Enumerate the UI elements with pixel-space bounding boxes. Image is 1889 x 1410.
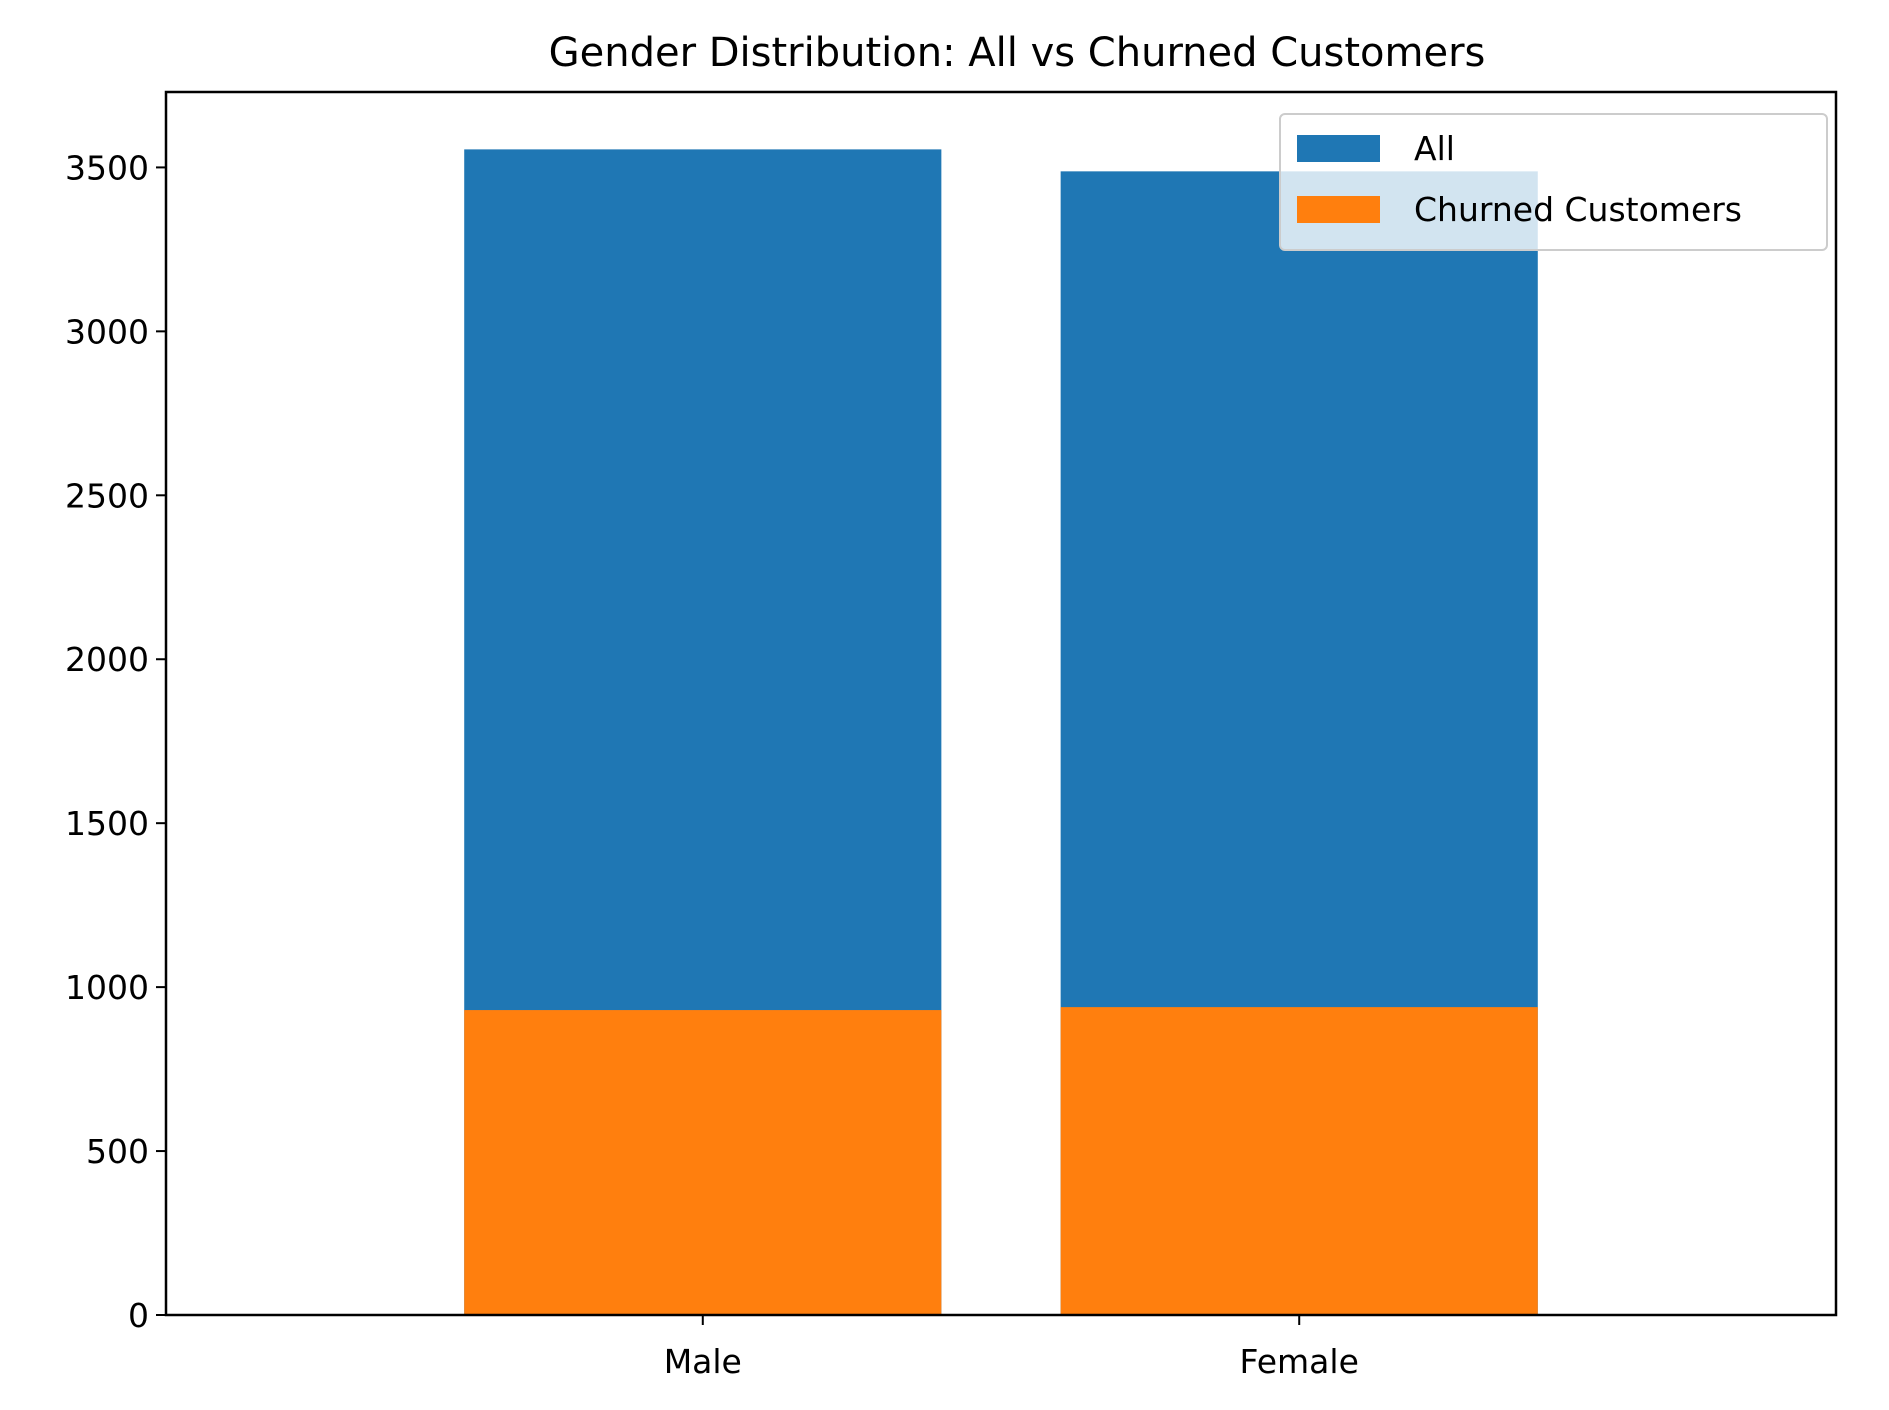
legend-swatch <box>1297 135 1380 162</box>
plot-area-frame <box>164 90 1838 1317</box>
y-tick-label: 1000 <box>65 968 149 1007</box>
y-tick-label: 0 <box>128 1296 149 1335</box>
y-tick-label: 2500 <box>65 476 149 515</box>
x-axis: Male Female <box>664 1315 1359 1381</box>
bars-layer <box>464 149 1538 1316</box>
legend-box <box>1279 113 1828 251</box>
legend-swatch <box>1297 196 1380 223</box>
x-tick-label: Male <box>664 1342 742 1381</box>
y-tick-label: 1500 <box>65 804 149 843</box>
legend-label: Churned Customers <box>1414 190 1742 229</box>
y-axis: 0 500 1000 1500 2000 2500 3000 3500 <box>65 148 166 1335</box>
x-tick-label: Female <box>1240 1342 1359 1381</box>
legend-label: All <box>1414 129 1455 168</box>
y-tick-label: 500 <box>86 1132 149 1171</box>
bar-churned-customers-female <box>1060 1007 1538 1315</box>
y-tick-label: 3500 <box>65 148 149 187</box>
legend: All Churned Customers <box>1279 113 1828 251</box>
y-tick-label: 2000 <box>65 640 149 679</box>
chart-title: Gender Distribution: All vs Churned Cust… <box>549 30 1486 76</box>
bar-churned-customers-male <box>464 1010 942 1315</box>
y-tick-label: 3000 <box>65 312 149 351</box>
